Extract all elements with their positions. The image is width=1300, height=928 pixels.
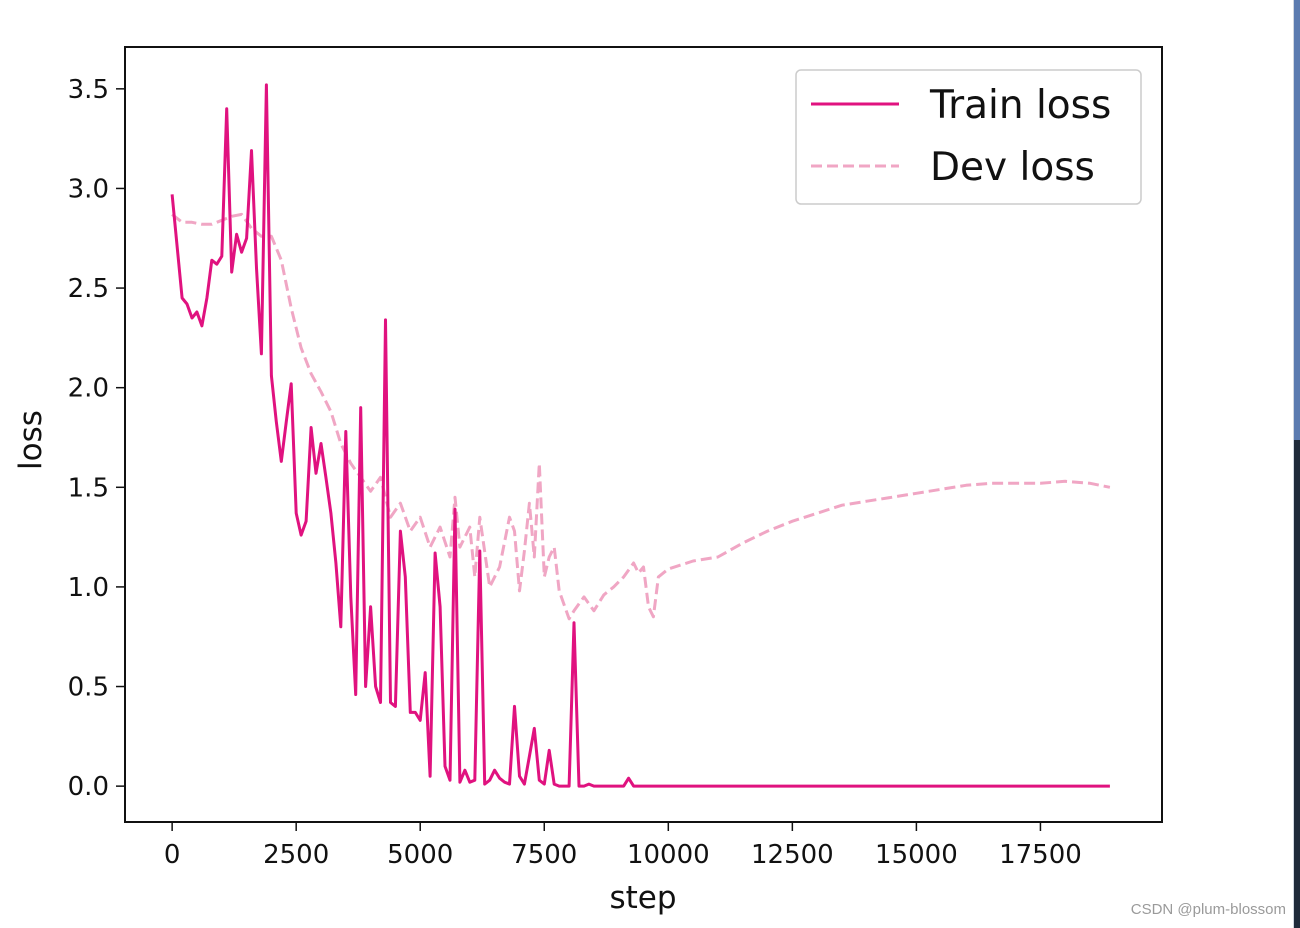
x-tick-label: 17500 — [999, 840, 1082, 870]
y-tick-label: 0.5 — [68, 673, 109, 703]
plot-frame — [124, 46, 1163, 823]
y-tick-label: 2.0 — [68, 374, 109, 404]
y-tick-label: 3.0 — [68, 174, 109, 204]
y-axis-label: loss — [13, 410, 49, 470]
legend: Train loss Dev loss — [795, 69, 1142, 205]
axis-ticks: 0 2500 5000 7500 10000 12500 15000 17500 0.0 0.5 1… — [68, 75, 1082, 870]
series-line-train-loss — [170, 83, 1110, 788]
y-tick-label: 1.0 — [68, 573, 109, 603]
series-lines — [170, 83, 1111, 788]
legend-label-train: Train loss — [929, 83, 1111, 128]
legend-label-dev: Dev loss — [930, 145, 1095, 190]
window-edge-divider — [1293, 0, 1294, 928]
x-axis-label: step — [609, 880, 676, 916]
y-tick-label: 2.5 — [68, 274, 109, 304]
x-tick-label: 10000 — [627, 840, 710, 870]
window-edge-strip — [1294, 0, 1300, 928]
series-line-dev-loss — [171, 212, 1111, 621]
x-tick-label: 5000 — [387, 840, 453, 870]
x-tick-label: 15000 — [875, 840, 958, 870]
x-tick-label: 12500 — [751, 840, 834, 870]
y-tick-label: 1.5 — [68, 473, 109, 503]
y-tick-label: 3.5 — [68, 75, 109, 105]
x-tick-label: 0 — [164, 840, 181, 870]
x-tick-label: 2500 — [263, 840, 329, 870]
watermark-text: CSDN @plum-blossom — [1130, 901, 1286, 918]
y-tick-label: 0.0 — [68, 772, 109, 802]
x-tick-label: 7500 — [511, 840, 577, 870]
